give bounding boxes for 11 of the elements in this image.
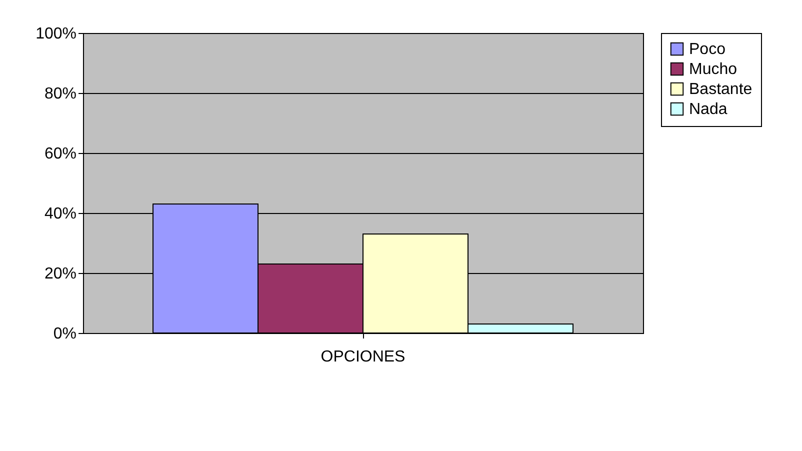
y-tick-label: 40% <box>44 206 76 222</box>
legend-label: Poco <box>689 41 726 58</box>
y-tick-label: 20% <box>44 266 76 282</box>
y-tick-label: 100% <box>36 26 76 42</box>
y-tick-label: 80% <box>44 86 76 102</box>
legend-label: Mucho <box>689 61 738 78</box>
legend-label: Bastante <box>689 81 752 98</box>
x-tick-label: OPCIONES <box>320 348 406 366</box>
legend-label: Nada <box>689 101 728 118</box>
y-tick-label: 0% <box>53 326 76 342</box>
y-tick-label: 60% <box>44 146 76 162</box>
